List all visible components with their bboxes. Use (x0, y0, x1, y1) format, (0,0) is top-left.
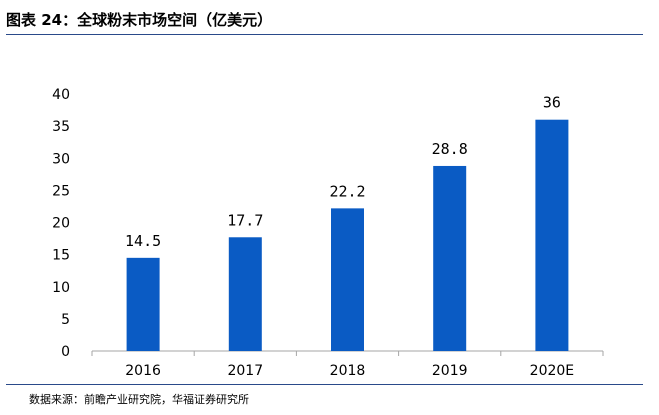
bar-2020E (535, 119, 569, 351)
y-tick-label: 20 (52, 216, 70, 232)
data-label-2018: 22.2 (329, 182, 365, 200)
x-tick-label-2017: 2017 (227, 363, 263, 379)
figure-title: 图表 24：全球粉末市场空间（亿美元） (6, 11, 273, 29)
bar-2017 (228, 237, 262, 351)
x-tick-label-2020E: 2020E (530, 363, 574, 379)
y-tick-label: 25 (52, 183, 70, 199)
data-label-2016: 14.5 (125, 232, 161, 250)
y-tick-label: 35 (52, 119, 70, 135)
data-label-2020E: 36 (543, 94, 561, 112)
bar-2019 (433, 165, 467, 351)
bar-chart: 0 5 10 15 20 25 30 35 40 14.5 2016 17.7 2017 22.2 2018… (52, 87, 604, 379)
data-label-2017: 17.7 (227, 211, 263, 229)
y-tick-label: 15 (52, 248, 70, 264)
y-tick-label: 10 (52, 280, 70, 296)
x-tick-label-2016: 2016 (125, 363, 161, 379)
data-label-2019: 28.8 (432, 140, 468, 158)
y-tick-label: 5 (61, 312, 70, 328)
title-divider (6, 34, 643, 35)
y-tick-label: 40 (52, 87, 70, 103)
bar-2018 (331, 208, 364, 351)
bottom-divider (6, 384, 643, 385)
y-tick-label: 0 (61, 344, 70, 360)
source-note: 数据来源：前瞻产业研究院，华福证券研究所 (29, 393, 249, 406)
x-tick-label-2018: 2018 (330, 363, 366, 379)
y-tick-label: 30 (52, 151, 70, 167)
x-tick-label-2019: 2019 (432, 363, 468, 379)
bar-2016 (126, 257, 160, 351)
